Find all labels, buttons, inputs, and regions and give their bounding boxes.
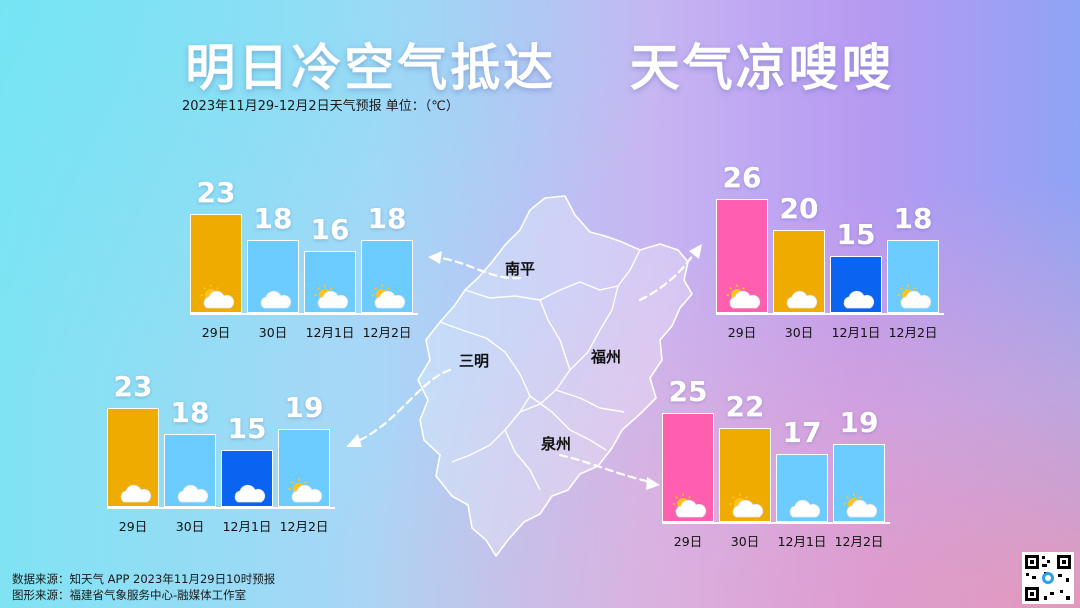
page-subtitle: 2023年11月29-12月2日天气预报 单位：（℃） <box>182 99 459 114</box>
temperature-bar <box>164 434 216 507</box>
partly-cloudy-icon <box>842 493 880 519</box>
partly-cloudy-icon <box>313 284 351 310</box>
temperature-bar <box>887 240 939 313</box>
temperature-value-label: 26 <box>722 160 762 194</box>
temperature-value-label: 15 <box>227 411 267 445</box>
day-label: 12月1日 <box>222 519 272 534</box>
temperature-value-label: 25 <box>668 374 708 408</box>
day-label: 12月2日 <box>279 519 329 534</box>
chart-baseline <box>107 507 335 509</box>
day-label: 12月1日 <box>831 325 881 340</box>
cloudy-icon <box>785 493 823 519</box>
temperature-bar <box>361 240 413 313</box>
temperature-value-label: 18 <box>367 202 407 236</box>
city-label-nanping: 南平 <box>505 260 536 278</box>
temperature-value-label: 19 <box>284 391 324 424</box>
temperature-bar <box>247 240 299 313</box>
temperature-value-label: 23 <box>113 370 153 404</box>
temperature-bar <box>719 428 771 522</box>
chart-baseline <box>716 313 944 315</box>
partly-cloudy-icon <box>370 284 408 310</box>
temperature-bar <box>716 198 768 313</box>
chart-baseline <box>190 313 418 315</box>
data-source: 数据来源：知天气 APP 2023年11月29日10时预报 <box>12 572 276 586</box>
day-label: 29日 <box>201 325 231 340</box>
city-label-quanzhou: 泉州 <box>541 435 572 453</box>
day-label: 29日 <box>727 325 757 340</box>
page-title: 明日冷空气抵达 天气凉嗖嗖 <box>185 39 895 97</box>
temperature-value-label: 20 <box>779 191 819 225</box>
partly-cloudy-icon <box>896 284 934 310</box>
cloudy-icon <box>839 284 877 310</box>
temperature-bar <box>830 255 882 313</box>
temperature-value-label: 18 <box>893 202 933 236</box>
partly-cloudy-icon <box>728 493 766 519</box>
day-label: 29日 <box>673 534 703 549</box>
day-label: 30日 <box>258 325 288 340</box>
cloudy-icon <box>116 478 154 504</box>
day-label: 30日 <box>784 325 814 340</box>
temperature-bar <box>833 444 885 522</box>
day-label: 30日 <box>730 534 760 549</box>
temperature-bar <box>662 412 714 522</box>
day-label: 12月2日 <box>834 534 884 549</box>
city-label-fuzhou: 福州 <box>591 348 622 366</box>
temperature-value-label: 18 <box>253 202 293 236</box>
temperature-bar <box>107 408 159 507</box>
qr-code[interactable] <box>1022 552 1074 604</box>
partly-cloudy-icon <box>287 478 325 504</box>
temperature-value-label: 23 <box>196 176 236 210</box>
cloudy-icon <box>173 478 211 504</box>
temperature-value-label: 16 <box>310 212 350 246</box>
temperature-bar <box>773 229 825 313</box>
graphic-source: 图形来源：福建省气象服务中心-融媒体工作室 <box>12 588 247 602</box>
temperature-bar <box>776 454 828 522</box>
cloudy-icon <box>256 284 294 310</box>
day-label: 12月2日 <box>362 325 412 340</box>
day-label: 12月1日 <box>777 534 827 549</box>
cloudy-icon <box>782 284 820 310</box>
day-label: 12月1日 <box>305 325 355 340</box>
chart-baseline <box>662 522 890 524</box>
temperature-value-label: 19 <box>839 406 879 439</box>
day-label: 29日 <box>118 519 148 534</box>
cloudy-icon <box>230 478 268 504</box>
city-label-sanming: 三明 <box>459 352 490 370</box>
partly-cloudy-icon <box>199 284 237 310</box>
partly-cloudy-icon <box>725 284 763 310</box>
partly-cloudy-icon <box>671 493 709 519</box>
day-label: 12月2日 <box>888 325 938 340</box>
temperature-value-label: 22 <box>725 390 765 424</box>
temperature-value-label: 17 <box>782 416 822 450</box>
temperature-bar <box>278 429 330 507</box>
temperature-value-label: 15 <box>836 217 876 251</box>
day-label: 30日 <box>175 519 205 534</box>
temperature-bar <box>190 214 242 313</box>
temperature-bar <box>221 449 273 507</box>
temperature-bar <box>304 250 356 313</box>
temperature-value-label: 18 <box>170 396 210 430</box>
